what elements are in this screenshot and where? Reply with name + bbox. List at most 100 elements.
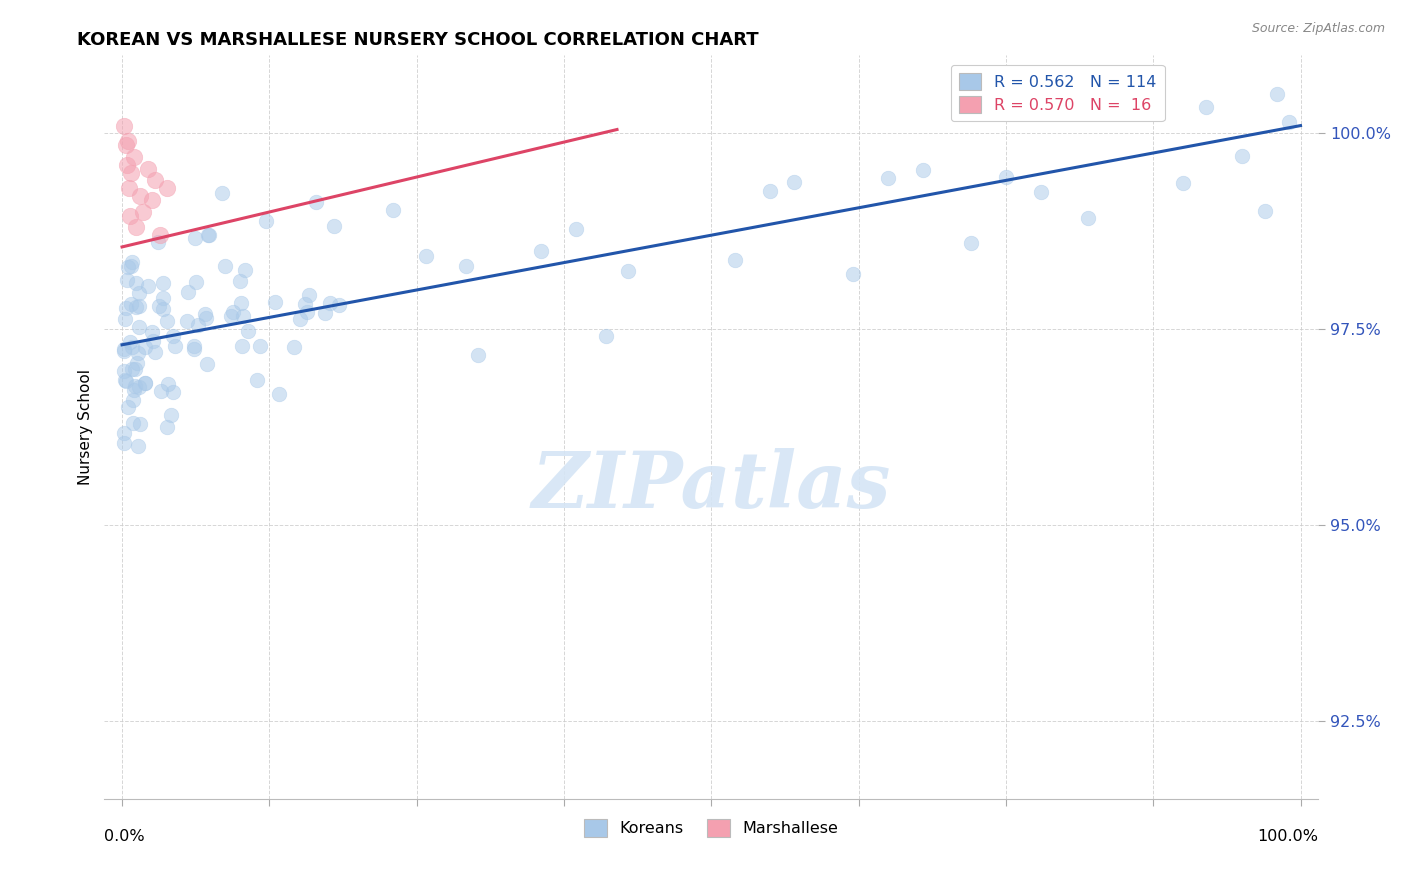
Point [143, 345, 166, 359]
Point [124, 362, 146, 376]
Point [114, 372, 136, 386]
Point [112, 344, 135, 359]
Point [141, 334, 163, 348]
Point [122, 416, 145, 430]
Point [143, 173, 166, 187]
Point [125, 220, 148, 235]
Point [134, 376, 156, 390]
Point [530, 244, 553, 259]
Point [183, 339, 205, 353]
Point [328, 298, 350, 312]
Point [156, 376, 179, 391]
Point [1254, 203, 1277, 218]
Point [136, 279, 159, 293]
Point [294, 297, 316, 311]
Point [141, 193, 163, 207]
Point [156, 314, 179, 328]
Point [121, 362, 143, 376]
Point [127, 346, 149, 360]
Point [236, 325, 259, 339]
Point [122, 383, 145, 397]
Point [759, 184, 782, 198]
Point [595, 329, 617, 343]
Point [162, 329, 184, 343]
Point [288, 312, 311, 326]
Point [565, 222, 588, 236]
Point [724, 252, 747, 267]
Point [246, 373, 269, 387]
Point [1077, 211, 1099, 226]
Point [269, 386, 291, 401]
Point [122, 150, 145, 164]
Point [222, 304, 245, 318]
Point [121, 297, 143, 311]
Text: 100.0%: 100.0% [1257, 829, 1319, 844]
Point [616, 264, 638, 278]
Point [132, 204, 155, 219]
Point [121, 255, 143, 269]
Point [117, 260, 139, 274]
Point [298, 288, 321, 302]
Point [112, 119, 135, 133]
Point [194, 307, 217, 321]
Point [322, 219, 344, 234]
Point [297, 304, 319, 318]
Point [195, 357, 218, 371]
Point [148, 299, 170, 313]
Point [117, 400, 139, 414]
Point [112, 436, 135, 450]
Point [120, 334, 142, 349]
Point [211, 186, 233, 200]
Point [1171, 176, 1194, 190]
Point [231, 339, 253, 353]
Point [912, 163, 935, 178]
Text: Source: ZipAtlas.com: Source: ZipAtlas.com [1251, 22, 1385, 36]
Point [112, 342, 135, 356]
Point [231, 296, 253, 310]
Point [120, 209, 142, 223]
Point [177, 285, 200, 299]
Point [162, 384, 184, 399]
Point [128, 417, 150, 431]
Point [146, 235, 169, 249]
Point [134, 376, 156, 390]
Point [187, 318, 209, 332]
Point [783, 176, 806, 190]
Point [1278, 115, 1301, 129]
Point [415, 249, 437, 263]
Point [994, 170, 1017, 185]
Point [127, 356, 149, 370]
Point [149, 228, 172, 243]
Point [128, 189, 150, 203]
Point [841, 267, 863, 281]
Point [152, 291, 174, 305]
Point [263, 295, 285, 310]
Point [114, 138, 136, 153]
Point [214, 259, 236, 273]
Point [165, 338, 187, 352]
Legend: Koreans, Marshallese: Koreans, Marshallese [578, 813, 845, 843]
Point [124, 378, 146, 392]
Y-axis label: Nursery School: Nursery School [79, 369, 93, 485]
Point [125, 301, 148, 315]
Point [128, 285, 150, 300]
Point [117, 134, 139, 148]
Point [112, 426, 135, 441]
Point [283, 340, 305, 354]
Text: KOREAN VS MARSHALLESE NURSERY SCHOOL CORRELATION CHART: KOREAN VS MARSHALLESE NURSERY SCHOOL COR… [77, 31, 759, 49]
Point [128, 320, 150, 334]
Point [176, 314, 198, 328]
Point [121, 340, 143, 354]
Text: ZIPatlas: ZIPatlas [531, 449, 891, 524]
Point [249, 339, 271, 353]
Point [183, 343, 205, 357]
Point [141, 325, 163, 339]
Point [228, 274, 250, 288]
Point [1195, 100, 1218, 114]
Point [149, 384, 172, 398]
Point [128, 299, 150, 313]
Point [1230, 149, 1253, 163]
Point [152, 276, 174, 290]
Point [254, 214, 277, 228]
Point [115, 273, 138, 287]
